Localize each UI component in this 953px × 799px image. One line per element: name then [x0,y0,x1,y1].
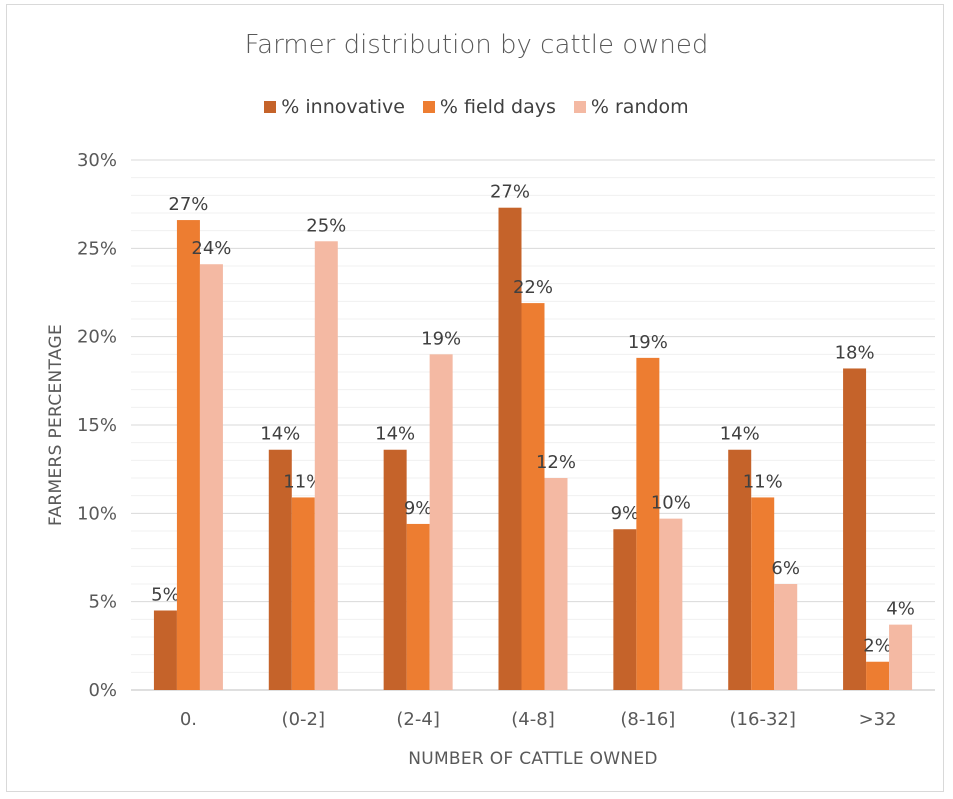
bar [728,449,752,690]
legend-swatch-innovative [264,101,277,113]
data-label: 6% [771,558,800,579]
bar [383,449,407,690]
bar [498,207,522,690]
legend-swatch-random [573,101,586,113]
data-label: 19% [628,332,668,353]
data-label: 19% [421,328,461,349]
x-tick-label: (0-2] [282,709,325,730]
bar [199,264,223,690]
bar [291,497,315,690]
bar [429,354,453,690]
chart-title: Farmer distribution by cattle owned [244,30,709,60]
bar [843,368,867,690]
legend-item-random: % random [573,96,689,118]
y-tick-label: 25% [77,238,117,259]
bar [268,449,292,690]
bar [866,661,890,690]
x-axis-title: NUMBER OF CATTLE OWNED [408,749,658,769]
y-tick-label: 30% [77,150,117,171]
data-label: 14% [720,424,760,445]
data-label: 18% [835,342,875,363]
x-tick-label: 0. [180,709,197,730]
y-tick-label: 0% [88,680,117,701]
y-tick-label: 5% [88,592,117,613]
data-label: 22% [513,277,553,298]
data-label: 4% [886,599,915,620]
y-tick-label: 15% [77,415,117,436]
bar [889,624,913,690]
data-label: 25% [306,215,346,236]
data-label: 5% [151,585,180,606]
data-label: 24% [191,238,231,259]
data-label: 9% [611,503,640,524]
bar [751,497,775,690]
bar [544,478,568,690]
bar [636,357,660,690]
legend-swatch-field-days [422,101,435,113]
bar [613,529,637,690]
chart-legend: % innovative % field days % random [0,96,953,118]
bar [774,584,798,690]
data-label: 14% [260,424,300,445]
data-label: 2% [863,636,892,657]
bar [521,303,545,690]
x-tick-label: (16-32] [730,709,796,730]
bar [406,523,430,690]
legend-label-field-days: % field days [439,96,556,118]
x-tick-label: (8-16] [620,709,675,730]
y-tick-label: 20% [77,327,117,348]
data-label: 27% [168,194,208,215]
x-tick-label: >32 [859,709,897,730]
bar [314,241,338,690]
data-label: 11% [283,471,323,492]
bar [176,220,200,691]
data-label: 10% [651,493,691,514]
legend-item-field-days: % field days [422,96,556,118]
data-label: 14% [375,424,415,445]
y-axis-title: FARMERS PERCENTAGE [46,324,66,526]
data-label: 12% [536,452,576,473]
data-label: 9% [404,498,433,519]
legend-label-innovative: % innovative [281,96,405,118]
data-label: 27% [490,182,530,203]
x-tick-label: (2-4] [396,709,439,730]
bar [153,610,177,690]
legend-label-random: % random [590,96,689,118]
x-tick-label: (4-8] [511,709,554,730]
data-label: 11% [743,471,783,492]
legend-item-innovative: % innovative [264,96,405,118]
bar [659,518,683,690]
y-tick-label: 10% [77,503,117,524]
